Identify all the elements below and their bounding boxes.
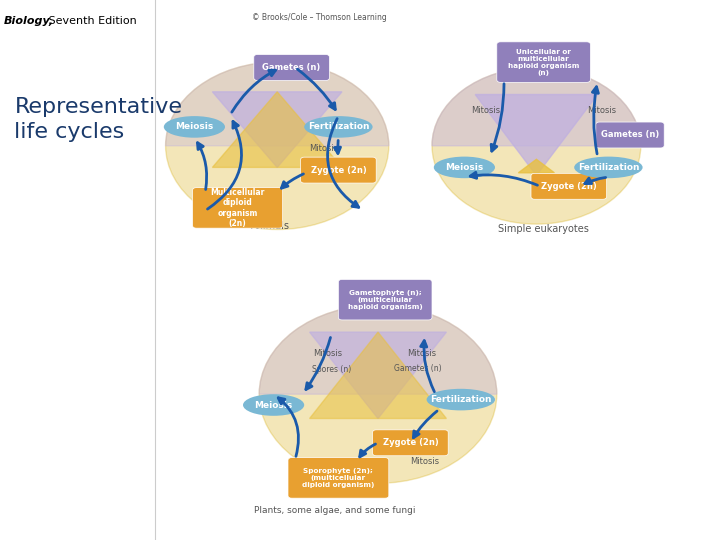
FancyBboxPatch shape xyxy=(373,430,448,456)
Text: Fertilization: Fertilization xyxy=(307,123,369,131)
Text: Animals: Animals xyxy=(251,221,289,231)
FancyBboxPatch shape xyxy=(497,42,590,82)
Text: Multicellular
diploid
organism
(2n): Multicellular diploid organism (2n) xyxy=(210,188,265,228)
Text: Mitosis: Mitosis xyxy=(410,457,439,466)
Text: Fertilization: Fertilization xyxy=(577,163,639,172)
Text: Mitosis: Mitosis xyxy=(313,349,342,358)
Wedge shape xyxy=(259,305,497,394)
Ellipse shape xyxy=(164,116,225,138)
Text: Meiosis: Meiosis xyxy=(254,401,293,409)
Text: Mitosis: Mitosis xyxy=(587,106,616,115)
Text: Mitosis: Mitosis xyxy=(472,106,500,115)
Ellipse shape xyxy=(433,157,495,178)
Text: Meiosis: Meiosis xyxy=(445,163,484,172)
FancyBboxPatch shape xyxy=(301,157,377,183)
Polygon shape xyxy=(212,92,342,167)
Text: Simple eukaryotes: Simple eukaryotes xyxy=(498,225,589,234)
Text: Seventh Edition: Seventh Edition xyxy=(45,16,136,26)
FancyBboxPatch shape xyxy=(193,188,283,228)
Text: Sporophyte (2n);
(multicellular
diploid organism): Sporophyte (2n); (multicellular diploid … xyxy=(302,468,374,488)
Text: Gametes (n): Gametes (n) xyxy=(394,364,441,374)
Circle shape xyxy=(432,68,641,224)
Polygon shape xyxy=(310,332,446,419)
Text: Plants, some algae, and some fungi: Plants, some algae, and some fungi xyxy=(254,506,415,515)
Text: Zygote (2n): Zygote (2n) xyxy=(382,438,438,447)
Text: Unicellular or
multicellular
haploid organism
(n): Unicellular or multicellular haploid org… xyxy=(508,49,580,76)
Text: © Brooks/Cole – Thomson Learning: © Brooks/Cole – Thomson Learning xyxy=(252,14,387,23)
Text: Spores (n): Spores (n) xyxy=(312,364,351,374)
Text: Zygote (2n): Zygote (2n) xyxy=(541,182,597,191)
FancyBboxPatch shape xyxy=(596,122,665,148)
Wedge shape xyxy=(432,68,641,146)
Circle shape xyxy=(259,305,497,483)
Ellipse shape xyxy=(426,389,495,410)
Circle shape xyxy=(166,62,389,230)
Text: Fertilization: Fertilization xyxy=(430,395,492,404)
Polygon shape xyxy=(310,332,446,419)
Wedge shape xyxy=(166,62,389,146)
Ellipse shape xyxy=(575,157,643,178)
FancyBboxPatch shape xyxy=(338,280,432,320)
FancyBboxPatch shape xyxy=(254,55,330,80)
Text: Biology,: Biology, xyxy=(4,16,54,26)
Text: Mitosis: Mitosis xyxy=(407,349,436,358)
Text: Zygote (2n): Zygote (2n) xyxy=(310,166,366,174)
Ellipse shape xyxy=(305,116,373,138)
Text: Gametophyte (n);
(multicellular
haploid organism): Gametophyte (n); (multicellular haploid … xyxy=(348,289,423,310)
FancyBboxPatch shape xyxy=(288,457,389,498)
Text: Mitosis: Mitosis xyxy=(310,144,338,153)
Ellipse shape xyxy=(243,394,305,416)
Text: Meiosis: Meiosis xyxy=(175,123,214,131)
Polygon shape xyxy=(475,94,598,176)
Polygon shape xyxy=(518,159,554,173)
Text: Representative
life cycles: Representative life cycles xyxy=(14,97,182,142)
FancyBboxPatch shape xyxy=(531,173,606,199)
Text: Gametes (n): Gametes (n) xyxy=(601,131,659,139)
Text: Gametes (n): Gametes (n) xyxy=(263,63,320,72)
Polygon shape xyxy=(212,92,342,167)
